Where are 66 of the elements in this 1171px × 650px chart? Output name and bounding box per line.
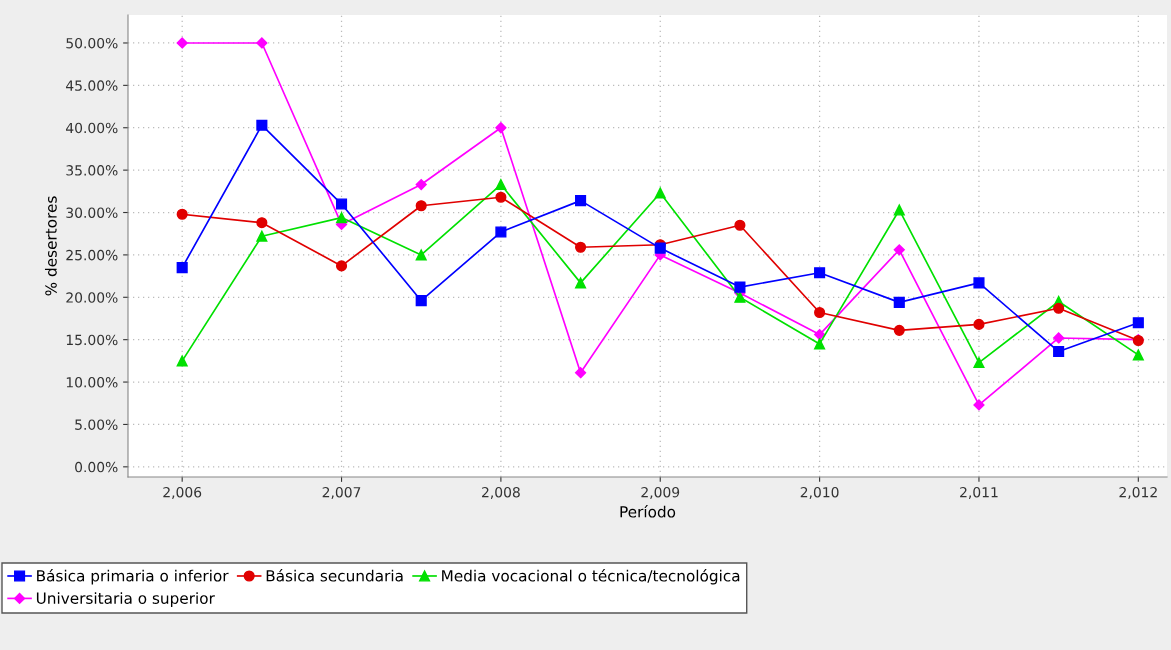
point	[574, 367, 587, 379]
point	[335, 212, 348, 224]
point	[176, 355, 188, 367]
point	[575, 195, 587, 207]
y-tick-label: 15.00%	[66, 334, 118, 346]
point	[415, 200, 427, 212]
y-tick-label: 30.00%	[66, 207, 118, 218]
point	[734, 281, 746, 293]
point	[814, 267, 826, 279]
point	[335, 260, 348, 272]
y-tick-label: 40.00%	[66, 122, 118, 134]
point	[176, 208, 188, 220]
y-tick-label: 5.00%	[75, 419, 118, 430]
y-tick-label: 10.00%	[66, 377, 118, 388]
point	[814, 306, 826, 319]
x-tick-label: 2,010	[800, 486, 839, 499]
legend-label: Básica secundaria	[266, 569, 403, 582]
point	[1053, 302, 1065, 314]
point	[814, 338, 826, 350]
x-tick-label: 2,009	[641, 486, 680, 499]
point	[495, 178, 507, 191]
x-tick-label: 2,011	[960, 486, 998, 499]
point	[176, 262, 188, 274]
point	[893, 204, 905, 216]
x-tick-label: 2,006	[163, 486, 202, 499]
x-tick-label: 2,007	[322, 486, 361, 499]
point	[893, 296, 905, 308]
legend-label: Básica primaria o inferior	[37, 569, 229, 585]
point	[973, 357, 985, 369]
point	[654, 187, 666, 199]
point	[1053, 332, 1065, 344]
point	[256, 119, 268, 131]
point	[893, 244, 905, 256]
point	[575, 241, 587, 253]
point	[256, 217, 268, 229]
y-tick-label: 50.00%	[66, 37, 118, 49]
point	[415, 295, 427, 307]
point	[893, 324, 905, 336]
point	[415, 178, 427, 191]
point	[415, 249, 427, 261]
point	[256, 37, 268, 49]
point	[973, 318, 985, 330]
point	[1132, 349, 1144, 361]
y-tick-label: 35.00%	[66, 165, 118, 176]
y-tick-label: 25.00%	[66, 249, 118, 261]
x-axis-title: Período	[620, 505, 676, 518]
y-axis-title: % desertores	[44, 196, 57, 296]
point	[734, 291, 746, 303]
y-tick-label: 20.00%	[66, 292, 118, 303]
legend-label: Universitaria o superior	[36, 592, 215, 607]
point	[495, 226, 507, 238]
point	[973, 277, 985, 289]
point	[495, 191, 507, 203]
point	[495, 122, 507, 134]
point	[176, 37, 188, 49]
point	[575, 277, 587, 289]
x-tick-label: 2,012	[1119, 486, 1157, 499]
x-tick-label: 2,008	[482, 486, 520, 499]
point	[335, 198, 348, 210]
y-tick-label: 0.00%	[75, 461, 118, 473]
point	[1053, 345, 1065, 358]
y-tick-label: 45.00%	[66, 80, 118, 91]
point	[734, 219, 746, 231]
point	[1132, 317, 1144, 329]
point	[256, 230, 268, 242]
legend-label: Media vocacional o técnica/tecnológica	[442, 569, 740, 585]
